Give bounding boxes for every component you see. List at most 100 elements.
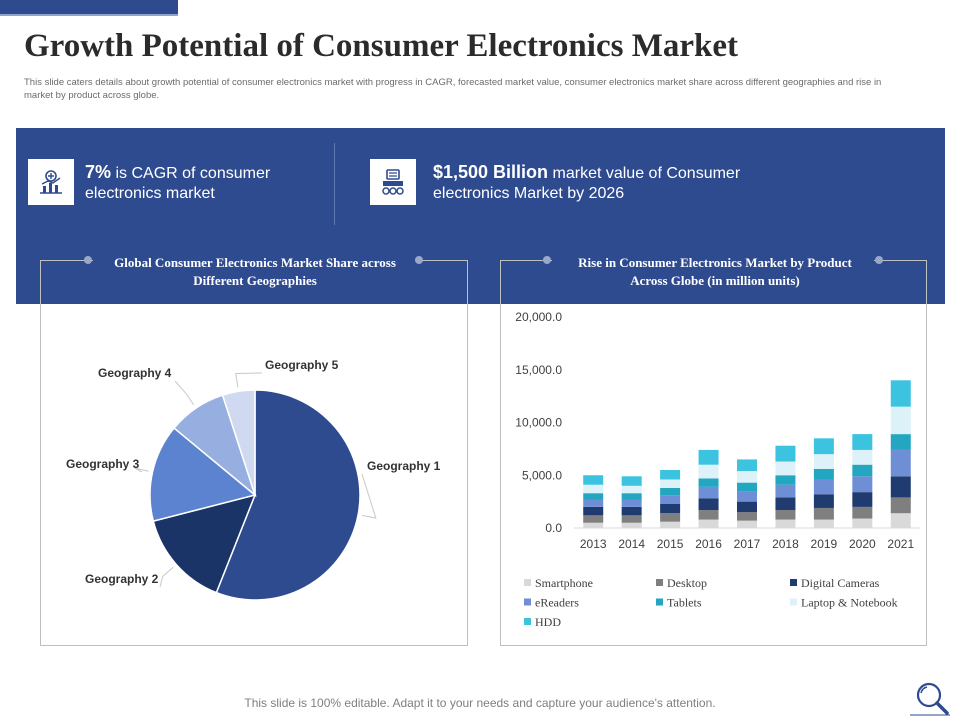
panel-title-dot [543,256,551,264]
bar-segment-laptop-notebook-2013 [583,484,604,494]
bar-chart-title: Rise in Consumer Electronics Market by P… [578,255,852,288]
bar-segment-laptop-notebook-2020 [852,449,873,465]
bar-segment-tablets-2013 [583,493,604,500]
bar-segment-hdd-2020 [852,434,873,450]
x-tick-label: 2020 [849,537,876,551]
bar-segment-smartphone-2020 [852,518,873,528]
bar-segment-ereaders-2016 [698,486,719,499]
bar-segment-desktop-2018 [775,510,796,520]
bar-segment-laptop-notebook-2017 [737,471,757,483]
bar-segment-smartphone-2017 [737,520,757,528]
pie-leader-line [235,372,263,388]
stats-banner [16,128,945,304]
bar-segment-ereaders-2019 [813,479,834,495]
search-icon[interactable] [910,680,950,716]
bar-segment-tablets-2018 [775,475,796,485]
banner-divider [334,143,335,225]
bar-segment-digital-cameras-2020 [852,492,873,507]
y-tick-label: 15,000.0 [515,363,562,377]
growth-chart-icon [28,159,74,205]
y-tick-label: 20,000.0 [515,310,562,324]
bar-segment-digital-cameras-2013 [583,506,604,516]
bar-segment-smartphone-2021 [890,513,911,528]
legend-swatch [524,618,531,625]
legend-swatch [790,579,797,586]
bar-segment-hdd-2017 [737,459,757,472]
bar-segment-ereaders-2015 [660,495,681,504]
pie-slice-1 [215,389,361,601]
pie-label: Geography 5 [265,358,339,372]
bar-segment-hdd-2013 [583,475,604,485]
panel-title-gap [552,259,874,262]
bar-segment-smartphone-2019 [813,519,834,528]
pie-slice-3 [149,427,257,523]
bar-segment-laptop-notebook-2015 [660,479,681,488]
footer-note: This slide is 100% editable. Adapt it to… [244,696,716,710]
bar-segment-desktop-2016 [698,510,719,520]
bar-segment-ereaders-2017 [737,491,757,502]
pie-leader-line [174,380,195,406]
y-tick-label: 10,000.0 [515,416,562,430]
market-value: $1,500 Billion [433,162,549,182]
bar-segment-desktop-2015 [660,513,681,522]
bar-segment-hdd-2021 [890,380,911,407]
bar-segment-digital-cameras-2015 [660,503,681,514]
page-subtitle: This slide caters details about growth p… [24,77,882,101]
pie-chart-title: Global Consumer Electronics Market Share… [114,255,396,288]
cagr-stat: 7% is CAGR of consumer electronics marke… [85,162,325,204]
pie-leader-line [361,473,377,519]
bar-segment-tablets-2015 [660,487,681,496]
pie-label: Geography 1 [367,459,441,473]
market-value-description: market value of Consumer electronics Mar… [433,165,741,202]
pie-slice-2 [152,493,257,594]
legend-label: eReaders [535,596,579,610]
panel-title-dot [415,256,423,264]
pie-label: Geography 3 [66,457,140,471]
bar-segment-digital-cameras-2016 [698,498,719,511]
x-tick-label: 2018 [772,537,799,551]
pie-label: Geography 4 [98,366,172,380]
bar-segment-laptop-notebook-2019 [813,454,834,469]
x-tick-label: 2015 [657,537,684,551]
legend-label: Smartphone [535,576,593,590]
bar-segment-tablets-2021 [890,434,911,450]
bar-segment-digital-cameras-2019 [813,494,834,508]
bar-segment-laptop-notebook-2014 [621,485,642,494]
pie-label: Geography 2 [85,572,159,586]
bar-segment-desktop-2014 [621,515,642,523]
panel-title-dot [875,256,883,264]
bar-segment-laptop-notebook-2021 [890,406,911,435]
bar-segment-ereaders-2021 [890,449,911,477]
legend-swatch [656,579,663,586]
bar-segment-hdd-2016 [698,449,719,465]
panel-title-dot [84,256,92,264]
x-tick-label: 2017 [734,537,761,551]
bar-segment-hdd-2015 [660,469,681,480]
bar-segment-digital-cameras-2021 [890,476,911,498]
bar-segment-tablets-2017 [737,482,757,492]
bar-segment-smartphone-2013 [583,522,604,528]
bar-segment-tablets-2016 [698,478,719,487]
cagr-description: is CAGR of consumer electronics market [85,165,271,202]
pie-leader-line [134,467,149,473]
legend-label: Digital Cameras [801,576,880,590]
market-value-stat: $1,500 Billion market value of Consumer … [433,162,763,204]
bar-segment-hdd-2019 [813,438,834,455]
x-tick-label: 2016 [695,537,722,551]
top-accent-bar [0,0,178,16]
x-tick-label: 2013 [580,537,607,551]
legend-swatch [524,579,531,586]
panel-title-gap [93,259,415,262]
bar-segment-tablets-2014 [621,493,642,500]
bar-segment-ereaders-2018 [775,484,796,498]
x-tick-label: 2014 [618,537,645,551]
legend-label: Laptop & Notebook [801,596,898,610]
x-tick-label: 2021 [887,537,914,551]
bar-segment-smartphone-2016 [698,519,719,528]
y-tick-label: 0.0 [545,521,562,535]
legend-swatch [790,598,797,606]
bar-segment-tablets-2020 [852,464,873,477]
bar-segment-laptop-notebook-2018 [775,461,796,476]
bar-segment-ereaders-2013 [583,499,604,507]
